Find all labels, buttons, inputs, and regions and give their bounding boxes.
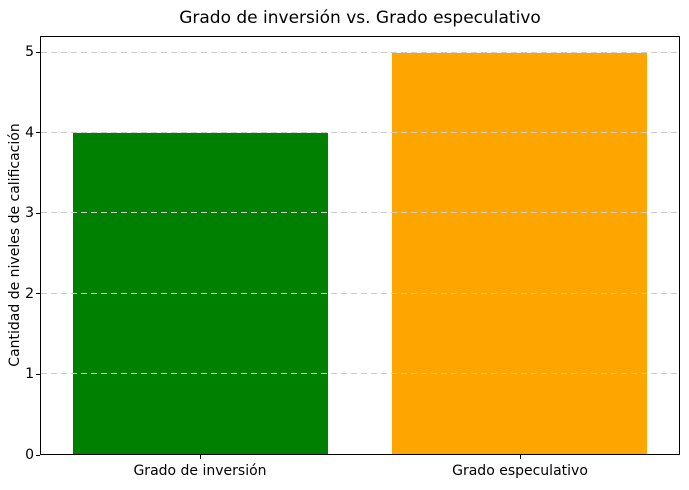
y-tick-mark bbox=[36, 212, 40, 214]
y-tick-mark bbox=[36, 373, 40, 375]
bars-layer bbox=[41, 37, 679, 454]
y-tick-label: 3 bbox=[25, 205, 34, 222]
y-tick-mark bbox=[36, 51, 40, 53]
chart-title: Grado de inversión vs. Grado especulativ… bbox=[179, 8, 541, 28]
x-tick-mark bbox=[199, 455, 201, 459]
y-tick-mark bbox=[36, 454, 40, 456]
x-tick-label: Grado especulativo bbox=[452, 463, 588, 479]
y-tick-label: 4 bbox=[25, 124, 34, 141]
y-tick-mark bbox=[36, 132, 40, 134]
bar bbox=[72, 133, 329, 454]
x-tick-mark bbox=[519, 455, 521, 459]
y-axis-label: Cantidad de niveles de calificación bbox=[7, 123, 23, 367]
y-tick-label: 5 bbox=[25, 44, 34, 61]
plot-area bbox=[40, 36, 680, 455]
y-tick-label: 1 bbox=[25, 366, 34, 383]
y-tick-label: 0 bbox=[25, 447, 34, 463]
x-tick-label: Grado de inversión bbox=[133, 463, 267, 479]
y-tick-mark bbox=[36, 293, 40, 295]
y-tick-label: 2 bbox=[25, 285, 34, 302]
bar bbox=[391, 53, 648, 454]
